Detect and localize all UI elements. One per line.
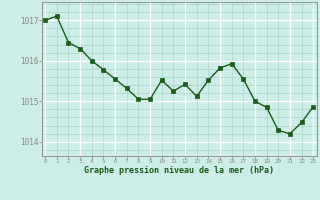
- X-axis label: Graphe pression niveau de la mer (hPa): Graphe pression niveau de la mer (hPa): [84, 166, 274, 175]
